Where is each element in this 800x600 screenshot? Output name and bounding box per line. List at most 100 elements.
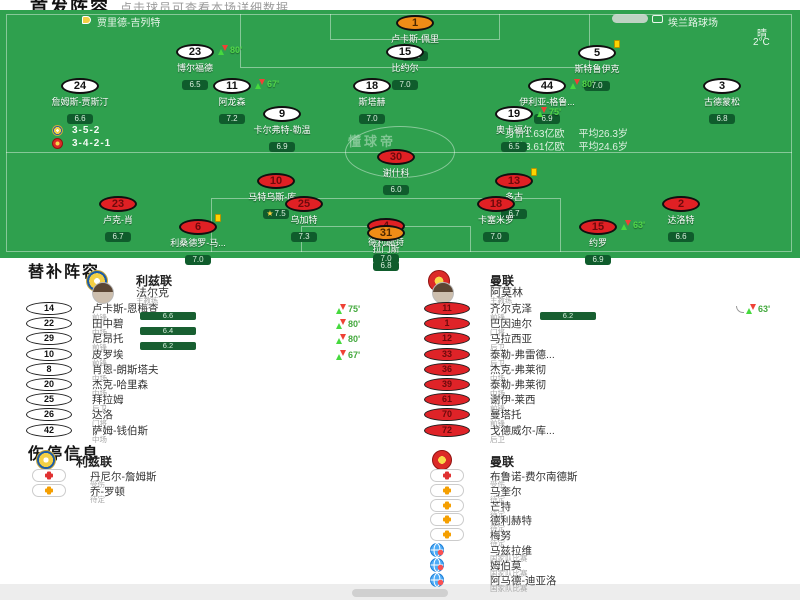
player-name: 多古 xyxy=(504,192,523,202)
player-chip[interactable]: 15 比约尔 7.0 xyxy=(357,44,453,92)
injury-status: 国家队比赛 xyxy=(490,568,528,578)
sub-player-row[interactable]: 12 马拉西亚 后卫 xyxy=(400,331,798,352)
injury-status: 受伤 xyxy=(490,480,505,489)
player-rating: 6.5 xyxy=(182,80,208,90)
player-chip[interactable]: 11 67' 阿龙森 7.2 xyxy=(184,78,280,126)
sub-player-name: 戈德威尔-库... xyxy=(490,424,555,437)
subs-section-title: 替补阵容 xyxy=(28,264,101,281)
sub-off-arrow xyxy=(340,319,346,326)
player-rating: 6.6 xyxy=(67,114,93,124)
sub-player-row[interactable]: 39 泰勒-弗莱彻 中场 xyxy=(400,377,798,398)
coach-avatar xyxy=(92,282,114,304)
sub-player-row[interactable]: 1 巴因迪尔 门将 xyxy=(400,316,798,337)
sub-player-row[interactable]: 36 杰克-弗莱彻 中场 xyxy=(400,362,798,383)
player-chip[interactable]: 15 63' 约罗 6.9 xyxy=(550,219,646,267)
sub-player-number: 33 xyxy=(424,347,470,361)
injury-row: 马奎尔 待定 xyxy=(400,483,798,504)
player-marker: 31 xyxy=(367,225,405,241)
player-number: 24 xyxy=(61,78,99,94)
sub-player-row[interactable]: 72 戈德威尔-库... 后卫 xyxy=(400,423,798,444)
sub-player-number: 1 xyxy=(424,317,470,331)
player-name: 卢克-肖 xyxy=(103,215,133,225)
sub-player-position: 中场 xyxy=(92,328,107,338)
pitch-toggle-pill[interactable] xyxy=(612,14,648,23)
player-chip[interactable]: 10 马特乌斯-库... ★7.5 xyxy=(228,173,324,221)
sub-player-position: 中场 xyxy=(92,434,107,444)
player-chip[interactable]: 13 多古 6.7 xyxy=(466,168,562,221)
sub-in-time: 63' xyxy=(758,304,771,314)
player-marker: 18 xyxy=(477,196,515,212)
player-chip[interactable]: 23 卢克-肖 6.7 xyxy=(70,196,166,244)
player-chip[interactable]: 18 斯塔赫 7.0 xyxy=(324,78,420,126)
sub-off-arrow xyxy=(750,304,756,310)
sub-player-position: 中场 xyxy=(92,389,107,398)
player-chip[interactable]: 18 卡塞米罗 7.0 xyxy=(448,196,544,244)
player-chip[interactable]: 24 詹姆斯-贾斯汀 6.6 xyxy=(32,78,128,126)
player-chip[interactable]: 9 卡尔弗特-勒温 6.9 xyxy=(234,106,330,154)
sub-player-rating: 6.4 xyxy=(140,327,196,336)
player-name: 卡尔弗特-勒温 xyxy=(253,125,311,135)
sub-player-row[interactable]: 26 达洛 门将 xyxy=(0,407,398,428)
player-chip[interactable]: 30 谢什科 6.0 xyxy=(348,149,444,197)
substitution-icon xyxy=(537,107,547,117)
sub-player-row[interactable]: 25 拜拉姆 后卫 xyxy=(0,392,398,413)
sub-player-name: 泰勒-弗雷德... xyxy=(490,348,555,361)
motm-star-icon: ★ xyxy=(266,209,274,218)
sub-player-row[interactable]: 11 齐尔克泽 前锋 6.2 63' xyxy=(400,301,798,322)
pitch-border-line xyxy=(6,14,792,252)
sub-player-position: 后卫 xyxy=(490,343,505,353)
bottom-sheet-handle[interactable] xyxy=(352,589,448,597)
player-rating: 6.5 xyxy=(501,142,527,152)
player-name: 达洛特 xyxy=(667,215,695,225)
player-chip[interactable]: 3 古德蒙松 6.8 xyxy=(674,78,770,126)
sub-player-row[interactable]: 20 杰克-哈里森 中场 xyxy=(0,377,398,398)
injury-status: 国家队比赛 xyxy=(490,583,528,593)
player-chip[interactable]: 23 80' 博尔福德 6.5 xyxy=(147,44,243,92)
coach-role: 主教练 xyxy=(490,296,513,305)
sub-player-row[interactable]: 22 田中碧 中场 6.4 80' xyxy=(0,316,398,337)
sub-player-row[interactable]: 8 肖恩-朗斯塔夫 中场 xyxy=(0,362,398,383)
injury-status: 待定 xyxy=(490,509,505,519)
sub-player-row[interactable]: 29 尼昂托 前锋 6.2 80' xyxy=(0,331,398,352)
sub-player-rating: 6.2 xyxy=(140,342,196,351)
sub-player-row[interactable]: 70 曼塔托 前锋 xyxy=(400,407,798,428)
sub-player-name: 泰勒-弗莱彻 xyxy=(490,379,546,391)
player-number: 3 xyxy=(703,78,741,94)
player-marker: 19 75' xyxy=(495,106,561,122)
team-name: 利兹联 xyxy=(76,455,113,469)
player-number: 13 xyxy=(495,173,533,189)
injury-player-name: 马奎尔 xyxy=(490,485,522,498)
sub-player-number: 39 xyxy=(424,378,470,391)
sub-player-row[interactable]: 42 萨姆-钱伯斯 中场 xyxy=(0,423,398,444)
injury-player-name: 布鲁诺-费尔南德斯 xyxy=(490,471,578,483)
home-avg-age: 平均26.3岁 xyxy=(578,129,628,140)
player-chip[interactable]: 44 80' 伊利亚-格鲁... 6.9 xyxy=(499,78,595,126)
sub-off-arrow xyxy=(541,107,547,113)
player-chip[interactable]: 25 乌加特 7.3 xyxy=(256,196,352,244)
sub-player-row[interactable]: 10 皮罗埃 前锋 67' xyxy=(0,347,398,368)
sub-in-arrow xyxy=(255,83,261,89)
player-marker: 2 xyxy=(662,196,700,212)
player-chip[interactable]: 5 斯特鲁伊克 7.0 xyxy=(549,40,645,93)
sub-in-arrow xyxy=(621,224,627,230)
player-marker: 3 xyxy=(703,78,741,94)
sub-player-row[interactable]: 33 泰勒-弗雷德... 后卫 xyxy=(400,347,798,368)
player-rating: 7.0 xyxy=(483,232,509,242)
player-chip[interactable]: 2 达洛特 6.6 xyxy=(633,196,729,244)
center-circle xyxy=(345,126,455,178)
player-name: 利桑德罗-马... xyxy=(170,238,226,248)
player-chip[interactable]: 19 75' 奥卡福尔 6.5 xyxy=(466,106,562,154)
injury-row: 姆伯莫 国家队比赛 xyxy=(400,557,798,578)
player-chip[interactable]: 31 拉门斯 6.8 xyxy=(338,225,434,273)
player-marker: 15 xyxy=(386,44,424,60)
substitution-off-badge: 63' xyxy=(621,220,645,230)
sub-player-row[interactable]: 14 卢卡斯-恩梅查 前锋 6.6 75' xyxy=(0,301,398,322)
referee-whistle-icon xyxy=(82,16,91,24)
player-chip[interactable]: 6 利桑德罗-马... 7.0 xyxy=(150,214,246,267)
national-team-icon xyxy=(430,572,464,587)
sub-player-position: 门将 xyxy=(490,328,505,338)
temperature-text: 2°C xyxy=(753,37,770,48)
home-team-crest xyxy=(52,125,63,136)
sub-player-row[interactable]: 61 谢伊-莱西 前锋 xyxy=(400,392,798,413)
